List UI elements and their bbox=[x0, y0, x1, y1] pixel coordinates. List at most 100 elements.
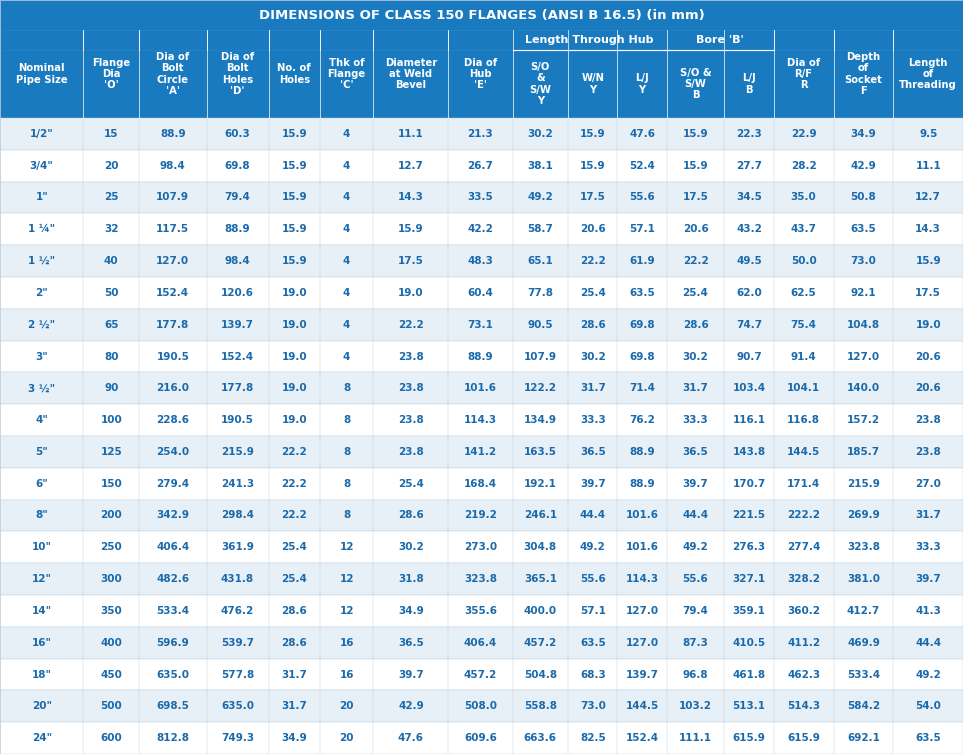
Bar bbox=[0, 30, 963, 50]
Text: 28.6: 28.6 bbox=[580, 320, 606, 329]
Text: 111.1: 111.1 bbox=[679, 733, 712, 743]
Bar bbox=[0, 658, 963, 691]
Text: 139.7: 139.7 bbox=[221, 320, 254, 329]
Text: 15.9: 15.9 bbox=[281, 161, 307, 170]
Text: 42.2: 42.2 bbox=[467, 224, 493, 234]
Text: 43.2: 43.2 bbox=[736, 224, 762, 234]
Text: 21.3: 21.3 bbox=[468, 129, 493, 139]
Text: 222.2: 222.2 bbox=[787, 510, 820, 520]
Text: Flange
Dia
'O': Flange Dia 'O' bbox=[92, 58, 130, 90]
Text: 62.0: 62.0 bbox=[736, 288, 762, 298]
Text: 457.2: 457.2 bbox=[524, 638, 557, 648]
Text: 12: 12 bbox=[339, 542, 354, 552]
Text: 215.9: 215.9 bbox=[847, 479, 880, 489]
Bar bbox=[0, 532, 963, 563]
Text: 14.3: 14.3 bbox=[398, 192, 424, 203]
Text: 457.2: 457.2 bbox=[464, 670, 497, 679]
Bar bbox=[0, 341, 963, 372]
Text: 14.3: 14.3 bbox=[915, 224, 941, 234]
Text: 19.0: 19.0 bbox=[398, 288, 424, 298]
Text: 514.3: 514.3 bbox=[787, 701, 820, 711]
Text: 8": 8" bbox=[36, 510, 48, 520]
Text: 79.4: 79.4 bbox=[683, 606, 709, 616]
Text: 19.0: 19.0 bbox=[916, 320, 941, 329]
Text: 228.6: 228.6 bbox=[156, 415, 190, 425]
Text: 69.8: 69.8 bbox=[224, 161, 250, 170]
Text: 360.2: 360.2 bbox=[787, 606, 820, 616]
Bar bbox=[0, 0, 963, 30]
Text: 171.4: 171.4 bbox=[787, 479, 820, 489]
Text: 22.2: 22.2 bbox=[580, 256, 606, 266]
Text: 410.5: 410.5 bbox=[733, 638, 766, 648]
Text: 221.5: 221.5 bbox=[733, 510, 766, 520]
Text: 16: 16 bbox=[339, 670, 354, 679]
Text: 79.4: 79.4 bbox=[224, 192, 250, 203]
Text: 431.8: 431.8 bbox=[221, 574, 254, 584]
Text: 23.8: 23.8 bbox=[916, 447, 941, 457]
Text: 14": 14" bbox=[32, 606, 52, 616]
Text: 300: 300 bbox=[100, 574, 122, 584]
Text: 20.6: 20.6 bbox=[916, 383, 941, 394]
Text: 36.5: 36.5 bbox=[683, 447, 709, 457]
Text: 39.7: 39.7 bbox=[580, 479, 606, 489]
Text: 63.5: 63.5 bbox=[629, 288, 655, 298]
Text: 92.1: 92.1 bbox=[850, 288, 876, 298]
Text: 80: 80 bbox=[104, 351, 118, 361]
Text: 44.4: 44.4 bbox=[683, 510, 709, 520]
Text: 20: 20 bbox=[104, 161, 118, 170]
Text: 3 ½": 3 ½" bbox=[28, 383, 55, 394]
Text: 163.5: 163.5 bbox=[524, 447, 557, 457]
Text: 30.2: 30.2 bbox=[683, 351, 709, 361]
Text: 36.5: 36.5 bbox=[398, 638, 424, 648]
Text: 5": 5" bbox=[36, 447, 48, 457]
Text: 90: 90 bbox=[104, 383, 118, 394]
Text: 18": 18" bbox=[32, 670, 52, 679]
Text: 635.0: 635.0 bbox=[221, 701, 254, 711]
Text: 15.9: 15.9 bbox=[580, 161, 606, 170]
Text: 476.2: 476.2 bbox=[221, 606, 254, 616]
Text: 15: 15 bbox=[104, 129, 118, 139]
Text: 73.0: 73.0 bbox=[580, 701, 606, 711]
Text: 508.0: 508.0 bbox=[464, 701, 497, 711]
Text: 304.8: 304.8 bbox=[524, 542, 557, 552]
Text: No. of
Holes: No. of Holes bbox=[277, 63, 311, 84]
Text: 216.0: 216.0 bbox=[156, 383, 190, 394]
Text: 88.9: 88.9 bbox=[629, 479, 655, 489]
Text: 144.5: 144.5 bbox=[625, 701, 659, 711]
Text: 8: 8 bbox=[343, 510, 351, 520]
Text: 17.5: 17.5 bbox=[915, 288, 941, 298]
Text: 749.3: 749.3 bbox=[221, 733, 254, 743]
Text: 100: 100 bbox=[100, 415, 122, 425]
Bar bbox=[0, 595, 963, 627]
Text: 152.4: 152.4 bbox=[156, 288, 190, 298]
Text: 12: 12 bbox=[339, 606, 354, 616]
Bar bbox=[0, 309, 963, 341]
Text: 12": 12" bbox=[32, 574, 52, 584]
Text: 76.2: 76.2 bbox=[629, 415, 655, 425]
Bar bbox=[0, 50, 963, 118]
Bar bbox=[0, 404, 963, 436]
Text: 41.3: 41.3 bbox=[915, 606, 941, 616]
Bar bbox=[0, 467, 963, 500]
Text: Dia of
Hub
'E': Dia of Hub 'E' bbox=[464, 58, 497, 90]
Bar bbox=[0, 245, 963, 277]
Text: 600: 600 bbox=[100, 733, 122, 743]
Text: 4: 4 bbox=[343, 224, 351, 234]
Text: 8: 8 bbox=[343, 415, 351, 425]
Text: 40: 40 bbox=[104, 256, 118, 266]
Text: 114.3: 114.3 bbox=[464, 415, 497, 425]
Text: 69.8: 69.8 bbox=[629, 320, 655, 329]
Text: 101.6: 101.6 bbox=[626, 542, 659, 552]
Bar bbox=[0, 691, 963, 722]
Text: 73.1: 73.1 bbox=[467, 320, 493, 329]
Text: 44.4: 44.4 bbox=[915, 638, 941, 648]
Text: 50: 50 bbox=[104, 288, 118, 298]
Text: 635.0: 635.0 bbox=[156, 670, 190, 679]
Text: 350: 350 bbox=[100, 606, 122, 616]
Text: 8: 8 bbox=[343, 447, 351, 457]
Text: 277.4: 277.4 bbox=[787, 542, 820, 552]
Text: Diameter
at Weld
Bevel: Diameter at Weld Bevel bbox=[385, 58, 437, 90]
Text: 1 ½": 1 ½" bbox=[28, 256, 55, 266]
Text: 87.3: 87.3 bbox=[683, 638, 709, 648]
Text: 31.7: 31.7 bbox=[281, 670, 307, 679]
